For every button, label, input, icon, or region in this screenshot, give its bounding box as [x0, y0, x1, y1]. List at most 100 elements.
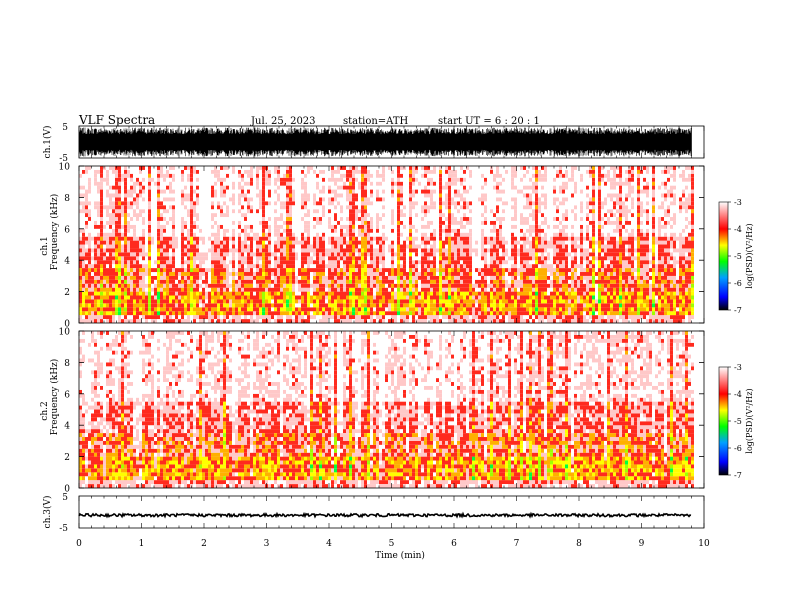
ch1-spectrogram-cell [427, 193, 430, 198]
ch1-spectrogram-cell [157, 303, 160, 308]
ch1-spectrogram-cell [280, 232, 283, 237]
ch1-spectrogram-cell [274, 240, 277, 245]
ch1-spectrogram-cell [397, 213, 400, 218]
ch1-spectrogram-cell [166, 169, 169, 174]
ch1-waveform-ylabel: ch.1(V) [42, 126, 53, 159]
ch1-spectrogram-cell [409, 264, 412, 269]
ch1-spectrogram-cell [310, 295, 313, 300]
ch1-spectrogram-cell [361, 236, 364, 241]
ch1-spectrogram-cell [265, 228, 268, 233]
ch1-spectrogram-cell [289, 283, 292, 288]
ch1-spectrogram-cell [310, 248, 313, 253]
ch1-spectrogram-cell [130, 205, 133, 210]
ch1-spectrogram-cell [268, 315, 271, 320]
ch1-spectrogram-cell [241, 181, 244, 186]
ch1-spectrogram-cell [301, 311, 304, 316]
ch1-spectrogram-cell [124, 248, 127, 253]
ch1-spectrogram-cell [280, 319, 283, 324]
ch1-spectrogram-cell [94, 193, 97, 198]
ch1-spectrogram-cell [232, 272, 235, 276]
ch1-spectrogram-cell [412, 319, 415, 324]
ch1-spectrogram-cell [181, 256, 184, 261]
ch1-spectrogram-cell [139, 311, 142, 316]
ch1-spectrogram-cell [91, 295, 94, 300]
ch1-spectrogram-cell [85, 272, 88, 276]
ch1-spectrogram-cell [268, 244, 271, 249]
ch1-spectrogram-cell [277, 279, 280, 284]
ch1-spectrogram-cell [442, 189, 445, 194]
ch1-spectrogram-cell [88, 173, 91, 178]
ch1-spectrogram-cell [334, 193, 337, 198]
ch1-spectrogram-cell [385, 193, 388, 198]
ch1-spectrogram-cell [115, 287, 118, 292]
ch1-spectrogram-cell [325, 299, 328, 304]
ch1-spectrogram-cell [241, 185, 244, 190]
ch1-spectrogram-cell [217, 169, 220, 174]
ch1-spectrogram-cell [91, 177, 94, 182]
ch1-spectrogram-cell [172, 283, 175, 288]
ch1-spectrogram-cell [172, 185, 175, 190]
ch1-spectrogram-cell [322, 319, 325, 324]
ch1-spectrogram-cell [202, 307, 205, 312]
ch1-spectrogram-cell [214, 213, 217, 218]
ch1-spectrogram-cell [190, 217, 193, 221]
ch1-spectrogram-cell [82, 240, 85, 245]
ch1-spectrogram-cell [418, 217, 421, 221]
ch1-spectrogram-cell [190, 295, 193, 300]
ch1-spectrogram-cell [448, 256, 451, 261]
ch1-spectrogram-cell [394, 319, 397, 324]
ch1-spectrogram-cell [274, 283, 277, 288]
ch1-spectrogram-cell [121, 189, 124, 194]
ch1-spectrogram-cell [316, 189, 319, 194]
ch1-spectrogram-cell [187, 185, 190, 190]
ch1-spectrogram-cell [199, 205, 202, 210]
ch1-spectrogram-cell [91, 181, 94, 186]
ch1-spectrogram-cell [202, 209, 205, 214]
ch1-spectrogram-cell [133, 220, 136, 225]
ch1-spectrogram-cell [127, 209, 130, 214]
ch1-spectrogram-cell [148, 307, 151, 312]
ch1-spectrogram-cell [436, 169, 439, 174]
ch1-spectrogram-cell [331, 252, 334, 257]
ch1-spectrogram-cell [310, 319, 313, 324]
ch1-spectrogram-cell [337, 240, 340, 245]
ch1-spectrogram-cell [433, 299, 436, 304]
ch1-spectrogram-cell [109, 299, 112, 304]
ch1-spectrogram-cell [91, 205, 94, 210]
ch1-spectrogram-cell [196, 166, 199, 170]
ch1-spectrogram-cell [391, 275, 394, 280]
ch1-spectrogram-cell [280, 256, 283, 261]
ch1-spectrogram-cell [403, 307, 406, 312]
ch1-spectrogram-cell [412, 201, 415, 206]
ch1-spectrogram-cell [340, 315, 343, 320]
ch1-spectrogram-cell [241, 303, 244, 308]
ch1-spectrogram-cell [211, 166, 214, 170]
ch1-spectrogram-cell [265, 205, 268, 210]
ch1-spectrogram-cell [349, 197, 352, 202]
ch1-spectrogram-cell [223, 252, 226, 257]
ch1-spectrogram-cell [451, 272, 454, 276]
ch1-spectrogram-cell [292, 295, 295, 300]
ch1-spectrogram-cell [316, 291, 319, 296]
ch1-spectrogram-cell [400, 252, 403, 257]
ch1-spectrogram-cell [328, 209, 331, 214]
ch1-spectrogram-cell [298, 220, 301, 225]
ch1-spectrogram-cell [433, 209, 436, 214]
ch1-spectrogram-cell [88, 236, 91, 241]
ch1-spectrogram-cell [409, 201, 412, 206]
ch1-spectrogram-cell [427, 209, 430, 214]
ch1-spectrogram-cell [202, 264, 205, 269]
ch1-spectrogram-cell [370, 256, 373, 261]
ch1-spectrogram-cell [133, 213, 136, 218]
ch1-spectrogram-cell [310, 205, 313, 210]
ch1-spectrogram-cell [145, 264, 148, 269]
ch1-spectrogram-cell [436, 248, 439, 253]
ch1-spectrogram-cell [412, 189, 415, 194]
ch1-spectrogram-cell [127, 272, 130, 276]
ch1-spectrogram-cell [145, 299, 148, 304]
ch1-spectrogram-cell [289, 279, 292, 284]
ch1-spectrogram-cell [442, 169, 445, 174]
ch1-spectrogram-cell [268, 283, 271, 288]
ch1-spectrogram-cell [256, 287, 259, 292]
ch1-spectrogram-cell [412, 185, 415, 190]
